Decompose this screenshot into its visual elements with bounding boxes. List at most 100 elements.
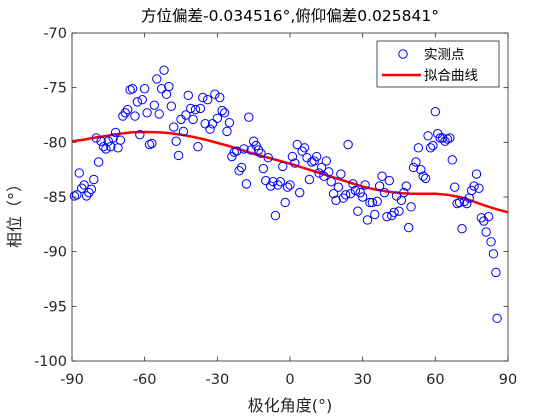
measured-points-layer (69, 65, 502, 324)
measured-point (304, 174, 315, 185)
measured-point (268, 176, 278, 187)
measured-point (147, 138, 157, 149)
measured-point (181, 110, 191, 120)
measured-point (447, 155, 457, 165)
measured-point (348, 179, 358, 189)
measured-point (486, 237, 496, 247)
measured-point (357, 192, 368, 202)
measured-point (377, 171, 387, 181)
measured-point (333, 182, 344, 192)
measured-point (399, 187, 409, 198)
measured-point (251, 140, 261, 151)
measured-point (420, 173, 431, 184)
measured-point (106, 142, 116, 152)
measured-point (93, 157, 104, 167)
measured-point (437, 133, 448, 143)
measured-point (152, 74, 162, 84)
x-tick-label: 0 (285, 372, 294, 388)
measured-point (408, 162, 419, 173)
measured-point (275, 176, 286, 187)
measured-point (287, 151, 298, 162)
measured-point (360, 180, 370, 190)
measured-point (210, 89, 220, 99)
measured-point (183, 90, 193, 101)
measured-point (258, 163, 269, 174)
measured-point (202, 94, 213, 105)
measured-point (316, 162, 327, 173)
measured-point (297, 146, 307, 156)
plot-background (72, 33, 508, 361)
measured-point (96, 136, 106, 146)
measured-point (217, 105, 227, 116)
measured-point (430, 107, 441, 117)
y-tick-label: -95 (43, 299, 67, 315)
measured-point (311, 151, 322, 162)
measured-point (466, 185, 477, 196)
measured-point (379, 187, 390, 198)
legend-marker-measured (398, 49, 408, 59)
measured-point (159, 65, 169, 75)
measured-point (81, 191, 92, 201)
measured-point (406, 202, 416, 212)
measured-point (341, 190, 351, 200)
measured-point (331, 195, 341, 205)
fit-curve-layer (71, 130, 509, 214)
measured-point (413, 143, 424, 153)
x-tick-label: -30 (205, 372, 229, 388)
measured-point (294, 187, 305, 198)
measured-point (178, 126, 189, 137)
measured-point (370, 209, 380, 220)
measured-point (270, 210, 281, 221)
measured-point (195, 103, 206, 114)
measured-point (108, 133, 118, 143)
x-axis-label: 极化角度(°) (248, 396, 333, 415)
x-tick-label: -60 (133, 372, 157, 388)
y-tick-label: -80 (43, 135, 67, 151)
x-tick-label: 90 (499, 372, 517, 388)
measured-point (118, 111, 128, 121)
measured-point (166, 101, 177, 111)
measured-point (103, 136, 114, 146)
measured-point (253, 145, 264, 155)
measured-point (321, 156, 332, 166)
measured-point (241, 179, 252, 189)
y-tick-label: -75 (43, 81, 67, 97)
measured-point (488, 249, 499, 259)
measured-point (244, 112, 254, 122)
measured-point (328, 189, 339, 199)
measured-point (459, 196, 470, 207)
measured-point (185, 103, 196, 114)
measured-point (79, 180, 89, 190)
measured-point (74, 168, 84, 178)
measured-point (353, 206, 363, 216)
measured-point (91, 133, 101, 143)
measured-point (299, 143, 310, 153)
measured-point (314, 168, 324, 178)
x-tick-label: 60 (426, 372, 444, 388)
measured-point (265, 181, 276, 191)
legend-label-fit: 拟合曲线 (424, 68, 478, 84)
measured-point (173, 150, 184, 161)
legend-label-measured: 实测点 (424, 47, 465, 63)
measured-point (120, 108, 130, 118)
measured-point (362, 215, 373, 225)
measured-point (261, 175, 271, 186)
measured-point (263, 152, 273, 163)
measured-point (389, 207, 399, 218)
measured-point (137, 94, 147, 105)
measured-point (471, 169, 482, 179)
measured-point (76, 183, 87, 193)
measured-point (234, 166, 244, 176)
measured-point (382, 211, 392, 222)
measured-point (256, 148, 266, 158)
measured-point (139, 84, 150, 94)
measured-point (450, 182, 460, 192)
measured-point (222, 126, 232, 137)
measured-point (248, 136, 259, 146)
measured-point (423, 131, 433, 141)
measured-point (282, 182, 293, 192)
measured-point (273, 180, 283, 190)
measured-point (224, 117, 235, 128)
measured-point (403, 222, 414, 233)
x-tick-label: -90 (60, 372, 84, 388)
